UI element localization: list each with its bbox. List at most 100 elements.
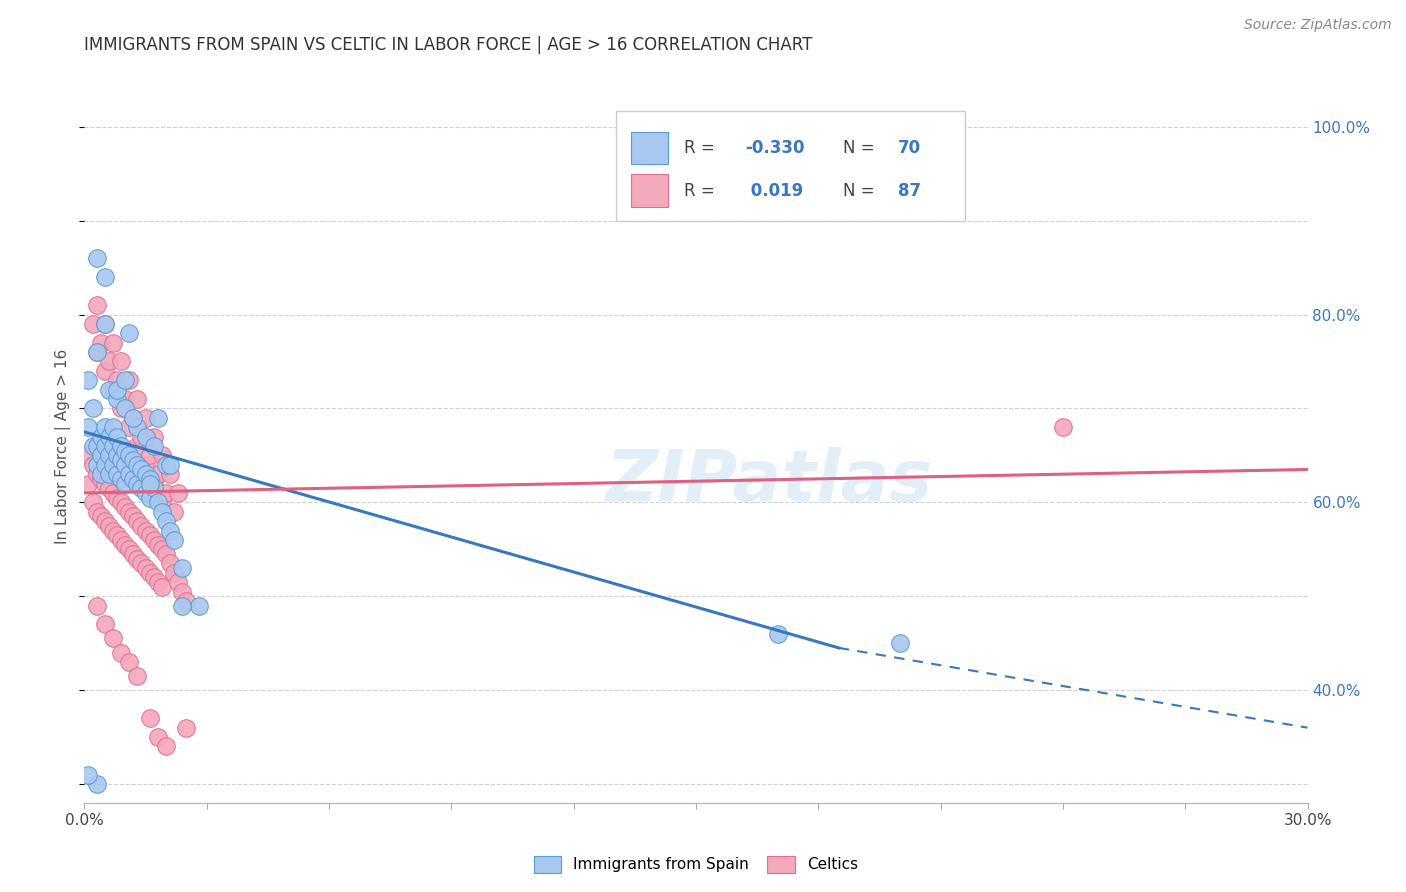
- Point: [146, 538, 169, 552]
- Bar: [616, 111, 965, 221]
- Point: [127, 476, 149, 491]
- Point: [122, 410, 145, 425]
- Point: [105, 491, 128, 505]
- Point: [77, 373, 100, 387]
- Point: [118, 326, 141, 341]
- Text: R =: R =: [683, 139, 720, 157]
- Point: [82, 458, 104, 472]
- Point: [159, 458, 181, 472]
- Point: [93, 439, 117, 453]
- Text: ZIPatlas: ZIPatlas: [606, 447, 934, 516]
- Point: [93, 458, 117, 472]
- Point: [127, 458, 149, 472]
- Point: [90, 467, 112, 482]
- Point: [163, 505, 186, 519]
- Point: [131, 557, 153, 571]
- Point: [110, 453, 132, 467]
- Point: [135, 410, 157, 425]
- Bar: [631, 175, 668, 207]
- Point: [138, 472, 160, 486]
- Point: [97, 518, 120, 533]
- Point: [138, 491, 160, 505]
- Point: [122, 547, 145, 561]
- Point: [766, 627, 789, 641]
- Point: [105, 373, 128, 387]
- Point: [138, 528, 160, 542]
- Point: [127, 669, 149, 683]
- Point: [150, 449, 173, 463]
- Point: [135, 458, 157, 472]
- Point: [142, 439, 165, 453]
- Point: [172, 584, 194, 599]
- Point: [122, 453, 145, 467]
- Point: [93, 270, 117, 285]
- Point: [101, 335, 124, 350]
- Point: [86, 599, 108, 613]
- Point: [176, 721, 198, 735]
- Point: [97, 449, 120, 463]
- Point: [127, 392, 149, 406]
- Point: [93, 476, 117, 491]
- Point: [82, 495, 104, 509]
- Text: 87: 87: [898, 182, 921, 200]
- Point: [86, 439, 108, 453]
- Point: [97, 481, 120, 495]
- Point: [110, 472, 132, 486]
- Point: [118, 655, 141, 669]
- Point: [86, 345, 108, 359]
- Point: [155, 547, 177, 561]
- Point: [93, 514, 117, 528]
- Point: [118, 420, 141, 434]
- Point: [93, 317, 117, 331]
- Point: [142, 481, 165, 495]
- Point: [93, 420, 117, 434]
- Point: [135, 467, 157, 482]
- Point: [889, 636, 911, 650]
- Point: [122, 509, 145, 524]
- Bar: [631, 132, 668, 164]
- Point: [142, 533, 165, 547]
- Point: [146, 467, 169, 482]
- Point: [159, 524, 181, 538]
- Point: [86, 298, 108, 312]
- Point: [146, 575, 169, 590]
- Text: N =: N =: [842, 139, 875, 157]
- Point: [118, 373, 141, 387]
- Point: [142, 476, 165, 491]
- Point: [138, 476, 160, 491]
- Point: [110, 401, 132, 416]
- Point: [82, 317, 104, 331]
- Point: [97, 429, 120, 443]
- Legend: Immigrants from Spain, Celtics: Immigrants from Spain, Celtics: [526, 848, 866, 880]
- Point: [114, 443, 136, 458]
- Point: [118, 449, 141, 463]
- Point: [146, 730, 169, 744]
- Point: [110, 646, 132, 660]
- Text: 0.019: 0.019: [745, 182, 803, 200]
- Point: [114, 392, 136, 406]
- Point: [142, 429, 165, 443]
- Point: [131, 481, 153, 495]
- Point: [93, 617, 117, 632]
- Point: [142, 570, 165, 584]
- Point: [135, 429, 157, 443]
- Point: [135, 486, 157, 500]
- Point: [150, 580, 173, 594]
- Point: [105, 528, 128, 542]
- Point: [155, 514, 177, 528]
- Point: [97, 383, 120, 397]
- Point: [150, 542, 173, 557]
- Point: [138, 711, 160, 725]
- Point: [82, 439, 104, 453]
- Point: [127, 439, 149, 453]
- Y-axis label: In Labor Force | Age > 16: In Labor Force | Age > 16: [55, 349, 72, 543]
- Point: [159, 557, 181, 571]
- Point: [155, 458, 177, 472]
- Text: Source: ZipAtlas.com: Source: ZipAtlas.com: [1244, 18, 1392, 32]
- Point: [90, 449, 112, 463]
- Point: [105, 429, 128, 443]
- Point: [86, 251, 108, 265]
- Point: [138, 566, 160, 580]
- Point: [155, 739, 177, 754]
- Point: [114, 458, 136, 472]
